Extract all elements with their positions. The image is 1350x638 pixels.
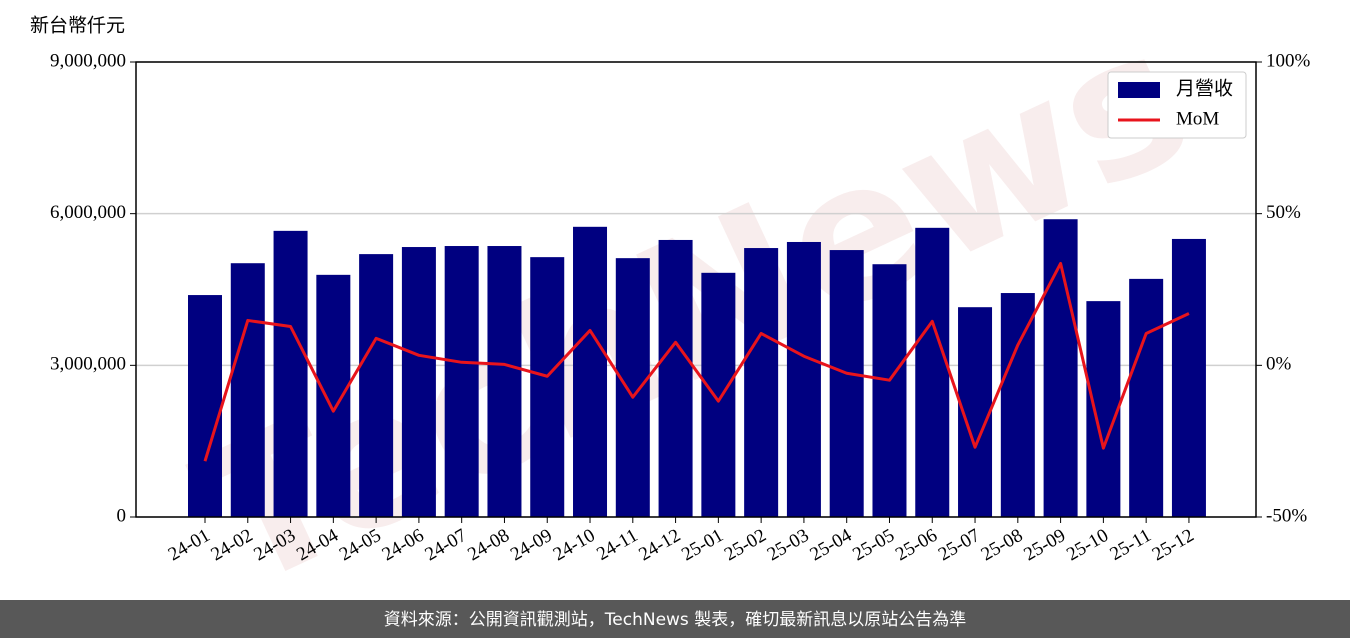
bar [829,250,864,518]
x-tick-label: 25-02 [721,525,770,565]
y-tick-label: 9,000,000 [50,50,126,71]
bar [401,247,436,518]
x-tick-label: 25-08 [978,525,1027,565]
y-axis-label: 新台幣仟元 [30,14,125,36]
bar [530,257,565,517]
y-tick-label: 3,000,000 [50,354,126,375]
bar [359,254,394,517]
x-tick-label: 25-09 [1020,525,1069,565]
legend-label: MoM [1176,108,1219,129]
bar [1086,301,1121,517]
footer-bar [0,600,1350,638]
bar [915,227,950,518]
y2-tick-label: 100% [1266,50,1311,71]
x-tick-label: 25-04 [806,525,855,566]
x-tick-label: 25-01 [678,525,727,565]
y2-tick-label: 50% [1266,202,1301,223]
y2-tick-label: 0% [1266,354,1292,375]
x-tick-label: 25-03 [764,525,813,565]
x-tick-label: 25-07 [935,525,984,565]
bar [658,239,693,517]
bar [487,246,522,517]
bar [444,246,479,517]
line [203,261,1190,462]
bar [786,241,821,517]
bar [230,263,265,517]
bar [273,230,308,517]
bar [1000,293,1035,517]
bar [872,264,907,517]
bar [615,258,650,517]
y-tick-label: 0 [117,505,127,526]
legend-swatch [1118,82,1160,98]
source-note: 資料來源：公開資訊觀測站，TechNews 製表，確切最新訊息以原站公告為準 [384,610,966,630]
x-tick-label: 24-10 [550,525,599,565]
x-tick-label: 25-06 [892,525,941,565]
x-tick-label: 24-12 [635,525,684,565]
legend-label: 月營收 [1176,77,1233,99]
x-tick-label: 24-01 [165,525,214,565]
x-tick-label: 25-12 [1149,525,1198,565]
bar [573,226,608,518]
x-tick-label: 25-11 [1107,525,1155,565]
plot-frame [135,61,1257,518]
x-tick-label: 24-11 [593,525,641,565]
x-tick-label: 25-10 [1063,525,1112,565]
bar [1171,238,1206,517]
x-tick-label: 24-09 [507,525,556,565]
x-tick-label: 25-05 [849,525,898,565]
y2-tick-label: -50% [1266,505,1307,526]
bar [316,274,351,517]
bar [744,248,779,518]
bar [701,272,736,517]
bar [188,295,222,517]
y-tick-label: 6,000,000 [50,202,126,223]
bar [1129,278,1164,517]
